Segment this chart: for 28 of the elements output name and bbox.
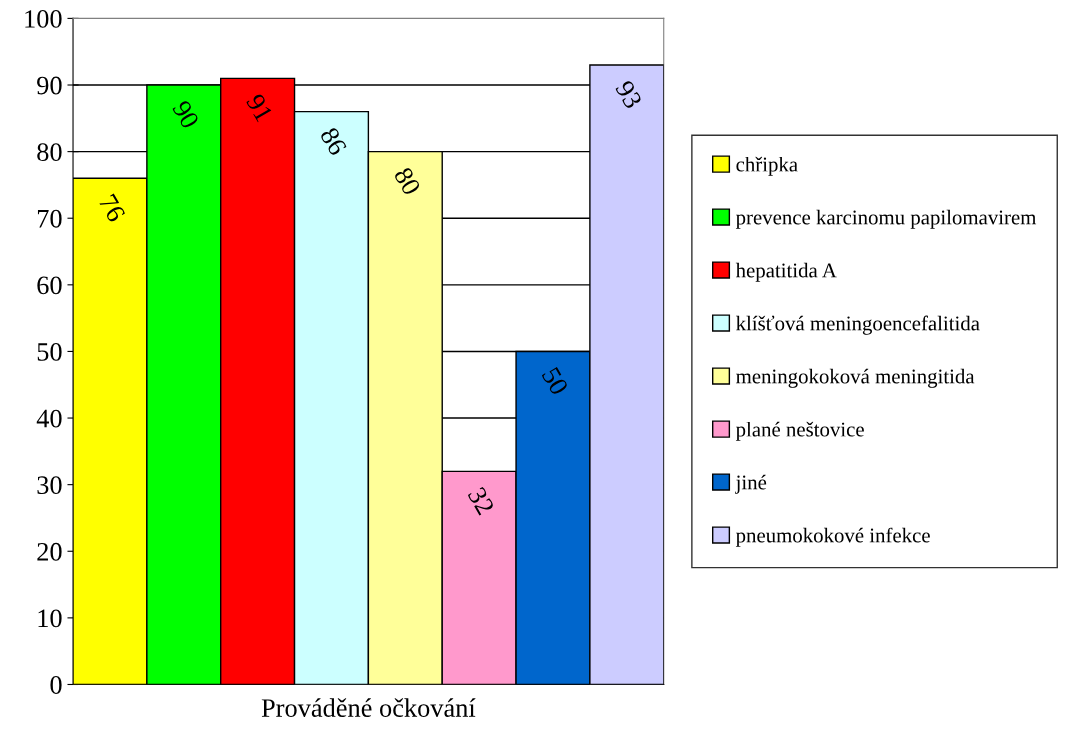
y-tick-label: 90 [37, 76, 62, 95]
data-label: 86 [319, 126, 348, 157]
y-tick-label: 60 [37, 276, 62, 295]
y-tick-label: 0 [50, 676, 62, 694]
legend-label: chřipka [736, 156, 798, 176]
y-tick-label: 100 [25, 10, 62, 28]
data-label: 32 [467, 486, 495, 516]
y-tick-label: 80 [37, 143, 62, 162]
legend-label: pneumokokové infekce [735, 527, 930, 547]
legend-label: meningokoková meningitida [736, 368, 975, 388]
x-tick-label: Prováděné očkování [261, 698, 476, 717]
data-label: 80 [393, 166, 422, 197]
data-label: 76 [98, 193, 126, 224]
legend-label: hepatitida A [735, 262, 837, 282]
legend-label: plané neštovice [735, 421, 864, 441]
y-tick-label: 50 [37, 343, 62, 361]
data-label: 93 [614, 79, 643, 110]
y-tick-label: 40 [36, 409, 62, 428]
legend-label: prevence karcinomu papilomavirem [735, 209, 1037, 229]
y-tick-label: 20 [37, 542, 62, 561]
legend-label: klíšťová meningoencefalitida [736, 315, 980, 335]
data-label: 90 [171, 99, 200, 130]
y-tick-label: 70 [37, 209, 62, 228]
y-tick-label: 10 [38, 609, 62, 628]
legend-label: jiné [735, 474, 767, 494]
y-tick-label: 30 [37, 476, 62, 495]
data-label: 50 [541, 366, 569, 397]
data-label: 91 [245, 92, 274, 123]
